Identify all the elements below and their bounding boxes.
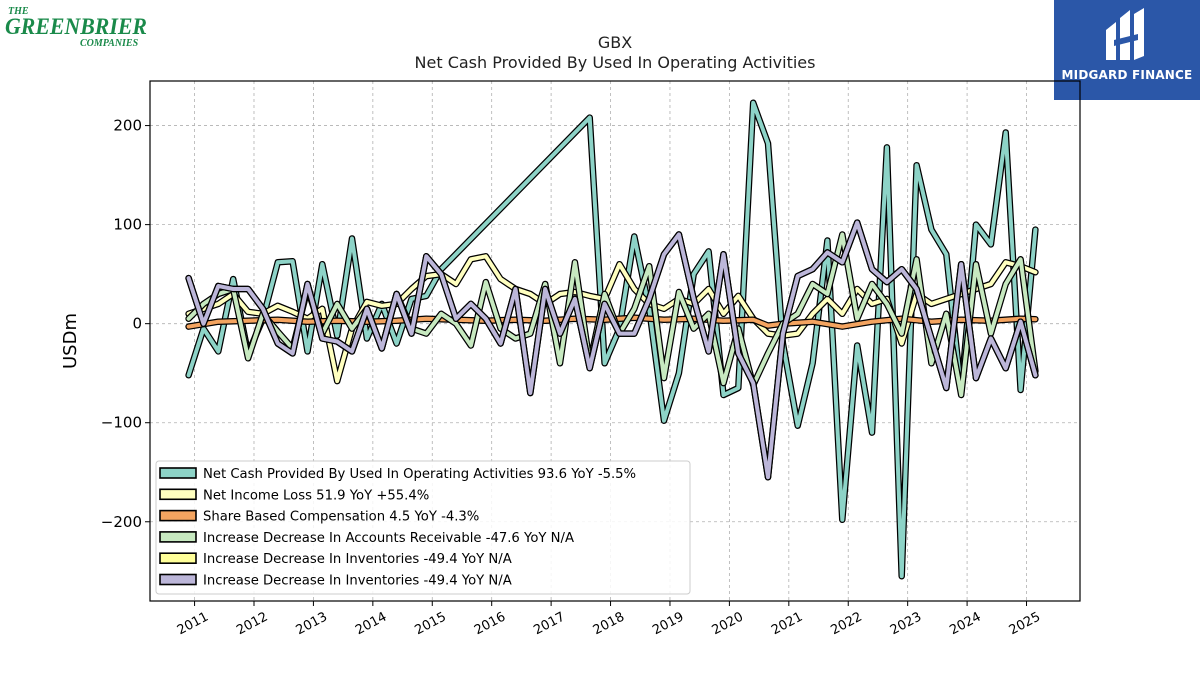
- logo-the-text: THE: [8, 6, 29, 17]
- greenbrier-logo: THE GREENBRIER COMPANIES: [4, 4, 150, 50]
- x-tick-label: 2024: [947, 610, 983, 639]
- series-line-0: [186, 100, 1038, 579]
- legend-label-3: Increase Decrease In Accounts Receivable…: [203, 531, 574, 546]
- legend-label-1: Net Income Loss 51.9 YoY +55.4%: [203, 488, 429, 503]
- y-tick-label: 200: [113, 117, 142, 135]
- series-line-5: [186, 220, 1038, 480]
- y-tick-label: −100: [101, 414, 142, 432]
- legend-label-5: Increase Decrease In Inventories -49.4 Y…: [203, 574, 512, 589]
- plot-frame: [149, 80, 1081, 602]
- y-ticks: 200 100 0 −100 −200: [101, 117, 150, 531]
- chart-subtitle: Net Cash Provided By Used In Operating A…: [415, 53, 816, 72]
- midgard-finance-logo: MIDGARD FINANCE: [1054, 0, 1200, 100]
- series-lines: [185, 99, 1039, 580]
- chart-title: GBX: [598, 33, 632, 52]
- y-tick-label: 0: [132, 315, 142, 333]
- x-tick-label: 2023: [888, 610, 924, 639]
- x-ticks: 2011 2012 2013 2014 2015 2016 2017 2018 2019 2020…: [175, 601, 1043, 638]
- chart-legend: Net Cash Provided By Used In Operating A…: [155, 460, 691, 595]
- x-tick-label: 2017: [531, 610, 567, 639]
- legend-swatch-4: [159, 552, 197, 565]
- x-tick-label: 2025: [1007, 610, 1043, 639]
- y-tick-label: 100: [113, 216, 142, 234]
- x-tick-label: 2011: [175, 610, 211, 639]
- legend-swatch-0: [159, 467, 197, 479]
- midgard-brand-name: MIDGARD FINANCE: [1061, 68, 1193, 82]
- x-tick-label: 2013: [294, 610, 330, 639]
- y-axis-label: USDm: [60, 313, 81, 369]
- legend-swatch-2: [159, 509, 197, 522]
- x-tick-label: 2021: [769, 610, 805, 639]
- logo-name-text: GREENBRIER: [5, 14, 147, 39]
- legend-label-0: Net Cash Provided By Used In Operating A…: [203, 467, 636, 482]
- legend-swatch-1: [159, 488, 197, 501]
- legend-swatch-5: [159, 573, 197, 586]
- x-tick-label: 2014: [353, 610, 389, 639]
- legend-box: [155, 460, 691, 595]
- legend-label-4: Increase Decrease In Inventories -49.4 Y…: [203, 552, 512, 567]
- legend-swatch-3: [159, 531, 197, 543]
- x-tick-label: 2020: [710, 610, 746, 639]
- x-tick-label: 2019: [650, 610, 686, 639]
- greenbrier-logo-mark: THE GREENBRIER COMPANIES: [5, 6, 147, 49]
- x-tick-label: 2022: [828, 610, 864, 639]
- legend-label-2: Share Based Compensation 4.5 YoY -4.3%: [203, 510, 479, 525]
- midgard-logo-mark: [1106, 8, 1144, 60]
- x-tick-label: 2012: [234, 610, 270, 639]
- logo-sub-text: COMPANIES: [80, 38, 139, 49]
- x-tick-label: 2015: [412, 610, 448, 639]
- x-tick-label: 2018: [591, 610, 627, 639]
- y-tick-label: −200: [101, 513, 142, 531]
- x-tick-label: 2016: [472, 610, 508, 639]
